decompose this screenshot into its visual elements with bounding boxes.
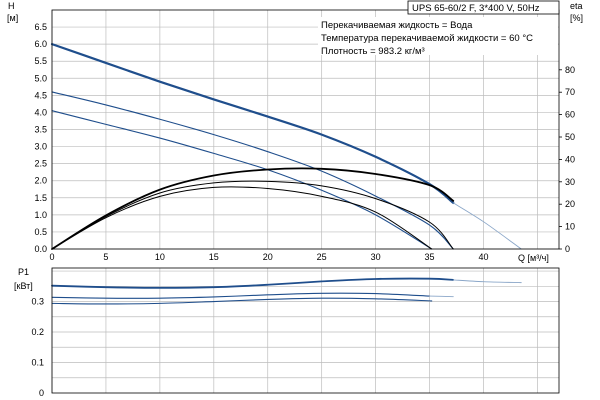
right-tick-label: 60 <box>565 110 575 120</box>
right-tick-label: 0 <box>565 244 570 254</box>
head-curve-0 <box>50 43 455 205</box>
bottom-series-group <box>51 277 522 305</box>
power-tick-label: 0.2 <box>31 327 44 337</box>
left-tick-label: 1.5 <box>34 193 47 203</box>
right-tick-label: 70 <box>565 87 575 97</box>
right-tick-label: 30 <box>565 177 575 187</box>
x-label-background <box>516 252 556 264</box>
left-tick-label: 2.5 <box>34 159 47 169</box>
x-tick-label: 20 <box>263 252 273 262</box>
info-line-temperature: Температура перекачиваемой жидкости = 60… <box>321 33 533 44</box>
info-lines-background <box>318 17 558 55</box>
left-axis-unit: [м] <box>7 13 18 23</box>
x-tick-label: 25 <box>317 252 327 262</box>
efficiency-curve-6 <box>51 186 433 250</box>
x-tick-label: 35 <box>425 252 435 262</box>
head-curve-1 <box>452 202 522 250</box>
left-tick-label: 4.0 <box>34 107 47 117</box>
left-axis-name: H <box>8 1 15 11</box>
power-axis-name: P1 <box>18 267 29 277</box>
left-tick-label: 0.0 <box>34 244 47 254</box>
power-tick-label: 0.1 <box>31 358 44 368</box>
top-tick-labels: 0510152025303540450.00.51.01.52.02.53.03… <box>34 22 575 262</box>
power-curve-1 <box>452 279 522 284</box>
x-tick-label: 15 <box>209 252 219 262</box>
info-line-density: Плотность = 983.2 кг/м³ <box>321 46 425 57</box>
power-tick-label: 0.3 <box>31 297 44 307</box>
info-box: UPS 65-60/2 F, 3*400 V, 50Hz Перекачивае… <box>318 0 560 57</box>
right-tick-label: 80 <box>565 65 575 75</box>
x-axis-label: Q [м³/ч] <box>518 253 549 263</box>
left-tick-label: 1.0 <box>34 210 47 220</box>
left-tick-label: 6.0 <box>34 39 47 49</box>
bottom-tick-labels: 0 0.1 0.2 0.3 <box>31 297 44 398</box>
title-box <box>407 0 560 15</box>
left-tick-label: 4.5 <box>34 90 47 100</box>
left-tick-label: 3.5 <box>34 125 47 135</box>
left-tick-label: 6.5 <box>34 22 47 32</box>
left-tick-label: 5.5 <box>34 56 47 66</box>
power-tick-label: 0 <box>39 388 44 398</box>
x-tick-label: 30 <box>371 252 381 262</box>
left-tick-label: 3.0 <box>34 142 47 152</box>
head-curve-3 <box>51 110 433 250</box>
bottom-plot-frame <box>51 267 560 394</box>
right-axis-unit: [%] <box>570 13 583 23</box>
chart-title: UPS 65-60/2 F, 3*400 V, 50Hz <box>412 3 540 14</box>
info-line-fluid: Перекачиваемая жидкость = Вода <box>321 20 473 31</box>
power-axis-unit: [кВт] <box>14 281 33 291</box>
power-curve-4 <box>51 297 433 305</box>
left-tick-label: 5.0 <box>34 73 47 83</box>
right-tick-label: 50 <box>565 132 575 142</box>
x-tick-label: 10 <box>155 252 165 262</box>
bottom-grid <box>51 268 559 393</box>
top-plot-frame <box>51 9 560 250</box>
x-tick-label: 0 <box>49 252 54 262</box>
left-tick-label: 0.5 <box>34 227 47 237</box>
efficiency-curve-5 <box>51 180 454 250</box>
efficiency-curve-4 <box>51 167 455 250</box>
power-curve-3 <box>429 295 454 298</box>
right-axis-name: eta <box>570 1 583 11</box>
left-tick-label: 2.0 <box>34 176 47 186</box>
x-tick-label: 5 <box>103 252 108 262</box>
right-tick-label: 40 <box>565 154 575 164</box>
head-curve-2 <box>51 91 454 250</box>
right-tick-label: 10 <box>565 222 575 232</box>
power-curve-2 <box>51 292 431 299</box>
power-curve-0 <box>51 277 455 289</box>
right-tick-label: 20 <box>565 199 575 209</box>
top-series-group <box>50 43 522 250</box>
x-tick-label: 40 <box>478 252 488 262</box>
